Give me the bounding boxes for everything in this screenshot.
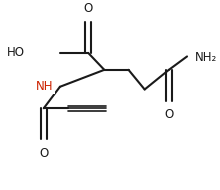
Text: O: O	[164, 108, 174, 121]
Text: NH: NH	[36, 80, 54, 93]
Text: NH₂: NH₂	[195, 51, 217, 64]
Text: HO: HO	[7, 46, 25, 59]
Text: O: O	[39, 147, 48, 160]
Text: O: O	[84, 2, 93, 15]
